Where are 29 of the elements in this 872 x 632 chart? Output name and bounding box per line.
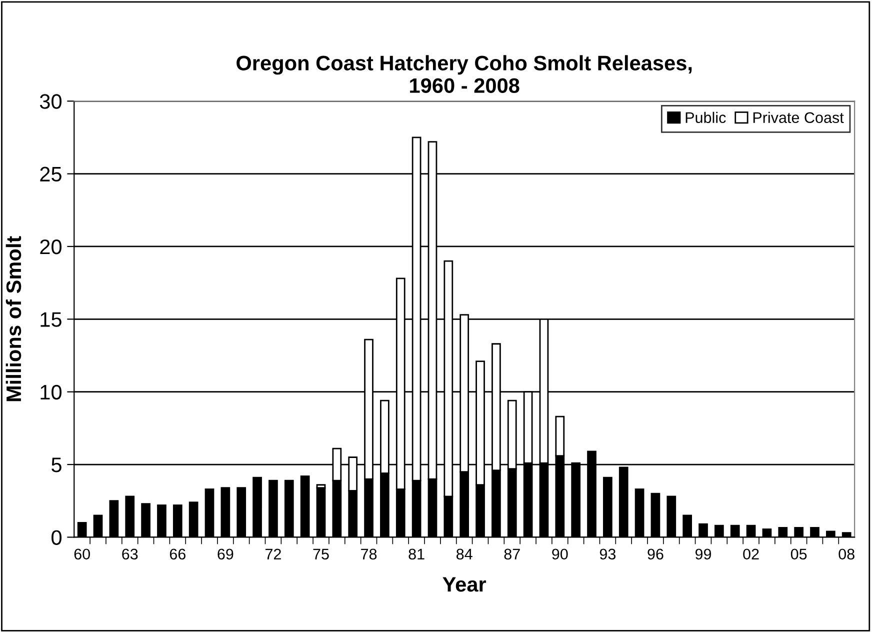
- x-tick-label: 60: [74, 548, 90, 560]
- y-tick-label: 0: [52, 530, 62, 545]
- y-tick-label: 15: [40, 312, 62, 327]
- x-tick-label: 84: [456, 548, 472, 560]
- chart-title: Oregon Coast Hatchery Coho Smolt Releases, 1960 - 2008: [236, 55, 692, 93]
- x-tick-label: 81: [408, 548, 424, 560]
- x-tick-label: 75: [313, 548, 329, 560]
- x-axis-title: Year: [442, 577, 486, 592]
- legend-label: Private Coast: [753, 112, 844, 124]
- x-tick-label: 96: [648, 548, 664, 560]
- x-tick-label: 78: [361, 548, 377, 560]
- x-tick-label: 72: [266, 548, 281, 560]
- x-tick-label: 93: [600, 548, 616, 560]
- y-axis-title: Millions of Smolt: [6, 236, 22, 402]
- y-tick-label: 30: [40, 94, 62, 109]
- x-tick-label: 66: [170, 548, 186, 560]
- x-tick-label: 87: [504, 548, 520, 560]
- y-tick-label: 10: [40, 384, 62, 400]
- x-tick-label: 05: [790, 548, 807, 560]
- y-tick-label: 5: [52, 458, 62, 472]
- x-tick-label: 99: [695, 548, 712, 560]
- x-tick-label: 63: [122, 548, 138, 560]
- x-tick-label: 08: [838, 548, 854, 560]
- y-tick-label: 25: [40, 166, 62, 182]
- x-tick-label: 90: [552, 548, 568, 560]
- x-tick-label: 69: [218, 548, 234, 560]
- y-tick-label: 20: [40, 239, 62, 254]
- legend-label: Public: [686, 112, 726, 124]
- x-tick-label: 02: [743, 548, 759, 560]
